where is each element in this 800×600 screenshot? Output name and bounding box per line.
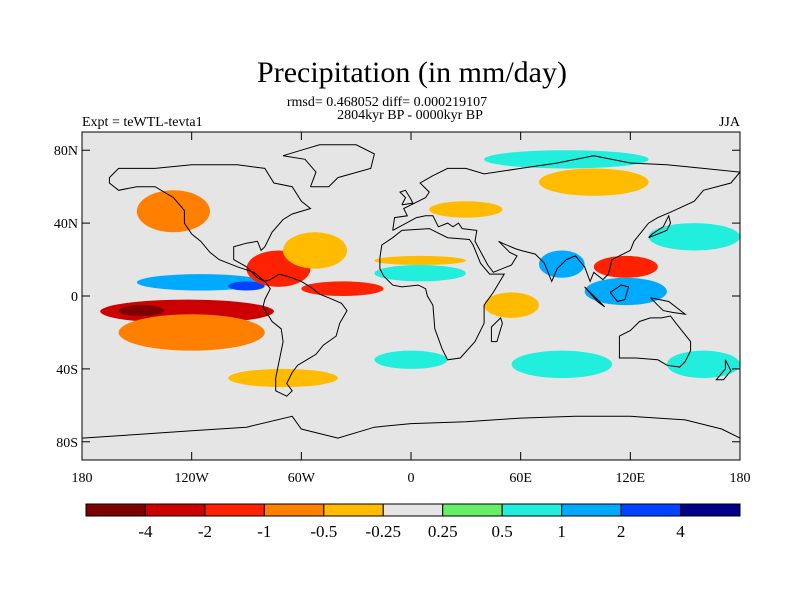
- colorbar-label: -0.25: [366, 522, 401, 541]
- colorbar-swatch: [204, 503, 265, 517]
- coastline-japan: [648, 214, 672, 239]
- colorbar-swatch: [323, 503, 384, 517]
- colorbar-swatch: [442, 503, 503, 517]
- colorbar-label: 4: [676, 522, 685, 541]
- x-tick-label: 180: [730, 471, 751, 486]
- colorbar-label: 0.25: [428, 522, 458, 541]
- region-atlantic-north-dry: [283, 232, 348, 269]
- region-north-pacific-dry: [136, 190, 210, 233]
- coastline-greenland: [282, 144, 375, 188]
- colorbar-label: -4: [138, 522, 153, 541]
- precipitation-anomaly-regions: [100, 150, 740, 388]
- colorbar-swatch: [561, 503, 622, 517]
- x-tick-label: 120E: [616, 471, 646, 486]
- y-tick-label: 40N: [54, 217, 78, 232]
- colorbar-swatch: [382, 503, 444, 517]
- colorbar: -4 -2 -1 -0.5 -0.25 0.25 0.5 1 2 4: [85, 503, 741, 541]
- chart-title: Precipitation (in mm/day): [257, 56, 567, 89]
- colorbar-swatch: [501, 503, 563, 517]
- x-tick-label: 120W: [175, 471, 210, 486]
- region-atlantic-dry: [301, 281, 384, 297]
- x-tick-label: 180: [72, 471, 93, 486]
- region-maritime-wet: [584, 277, 667, 306]
- coastline-antarctica: [81, 415, 741, 439]
- coastline-new-guinea: [650, 297, 688, 315]
- map-plot-area: [81, 131, 741, 461]
- colorbar-label: -1: [257, 522, 271, 541]
- x-tick-label: 60E: [509, 471, 532, 486]
- coastline-borneo: [609, 284, 630, 303]
- region-pacific-spcz: [118, 314, 265, 351]
- region-sahel-wet: [374, 265, 466, 282]
- x-tick-label: 60W: [288, 471, 316, 486]
- period-line: 2804kyr BP - 0000kyr BP: [337, 108, 483, 123]
- colorbar-swatch: [85, 503, 146, 517]
- coastline-madagascar: [490, 316, 503, 343]
- region-australia-wet: [666, 350, 740, 379]
- coastlines: [81, 144, 741, 439]
- coastline-africa: [379, 228, 506, 361]
- coastline-eurasia: [392, 155, 741, 283]
- coastline-australia: [618, 315, 692, 368]
- region-southern-ocean-dry: [228, 368, 338, 388]
- colorbar-swatch: [680, 503, 741, 517]
- region-maritime-dry: [593, 255, 658, 278]
- colorbar-label: -2: [198, 522, 212, 541]
- region-south-atlantic-wet: [374, 350, 448, 369]
- colorbar-label: 0.5: [492, 522, 513, 541]
- colorbar-label: -0.5: [310, 522, 337, 541]
- y-tick-label: 40S: [56, 363, 78, 378]
- x-axis-ticks: 180 120W 60W 0 60E 120E 180: [72, 132, 751, 486]
- region-europe-dry: [429, 201, 503, 218]
- experiment-label: Expt = teWTL-tevta1: [82, 115, 203, 130]
- coastline-borneo-sumatra: [584, 286, 606, 308]
- coastline-south-america: [262, 273, 348, 397]
- region-west-pacific-wet: [648, 223, 740, 251]
- colorbar-swatch: [144, 503, 206, 517]
- y-tick-label: 80S: [56, 436, 78, 451]
- coastline-north-america: [108, 164, 312, 282]
- y-tick-label: 0: [71, 290, 78, 305]
- region-sahara-dry: [374, 255, 466, 266]
- region-tropical-pacific-core: [118, 305, 165, 317]
- region-siberia-dry: [538, 168, 649, 196]
- colorbar-swatch: [263, 503, 325, 517]
- region-south-indian-wet: [511, 350, 613, 379]
- season-label: JJA: [719, 115, 741, 130]
- stats-line: rmsd= 0.468052 diff= 0.000219107: [287, 95, 487, 110]
- region-indian-ocean-dry: [484, 292, 539, 318]
- region-itcz-pacific-strong: [228, 281, 265, 291]
- y-tick-label: 80N: [54, 144, 78, 159]
- colorbar-label: 1: [557, 522, 566, 541]
- coastline-new-zealand: [715, 359, 732, 381]
- region-arctic-wet: [484, 150, 649, 169]
- y-axis-ticks: 80N 40N 0 40S 80S: [54, 144, 740, 451]
- colorbar-swatch: [620, 503, 682, 517]
- coastline-uk: [399, 189, 414, 206]
- x-tick-label: 0: [408, 471, 415, 486]
- colorbar-label: 2: [617, 522, 626, 541]
